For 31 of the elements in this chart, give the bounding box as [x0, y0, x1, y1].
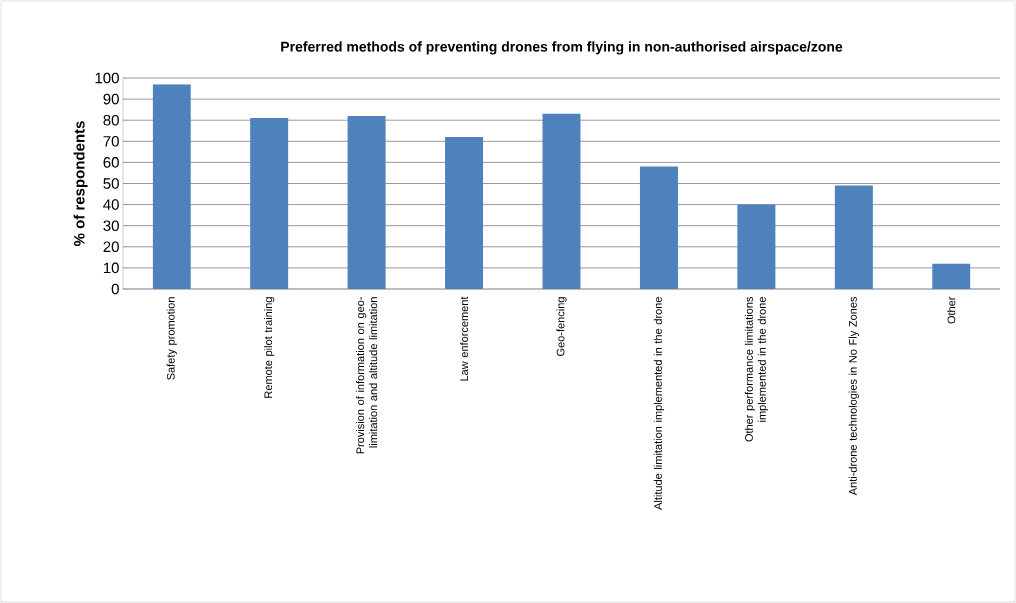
- y-tick-label: 0: [111, 283, 119, 295]
- x-tick-label: Anti-drone technologies in No Fly Zones: [848, 296, 859, 496]
- x-tick-label: Geo-fencing: [556, 297, 567, 356]
- x-tick-label: Other: [947, 296, 956, 324]
- bar: [932, 263, 971, 289]
- y-tick-label: 50: [103, 178, 119, 189]
- bar: [639, 166, 678, 289]
- x-tick-label: Law enforcement: [460, 296, 469, 381]
- x-tick-label: Altitude limitation implemented in the drone: [653, 297, 665, 510]
- x-tick-label: Safety promotion: [166, 297, 177, 380]
- bar: [152, 84, 191, 289]
- y-tick-label: 30: [103, 220, 119, 232]
- bar: [737, 204, 776, 289]
- x-tick-label: Provision of information on geo-limitation and altitude limitation: [356, 297, 378, 454]
- y-tick-label: 60: [103, 157, 119, 168]
- y-axis-title: % of respondents: [73, 121, 88, 247]
- bar: [347, 115, 386, 289]
- bar: [542, 113, 581, 289]
- y-tick-label: 20: [103, 241, 119, 253]
- x-tick-label: Remote pilot training: [264, 297, 275, 398]
- bar: [250, 118, 289, 289]
- bar: [445, 137, 484, 289]
- y-tick-label: 80: [103, 114, 119, 126]
- y-tick-label: 40: [103, 199, 119, 210]
- y-tick-label: 100: [95, 72, 119, 84]
- x-tick-label: Other performance limitations implemented in the drone: [744, 296, 769, 442]
- y-tick-label: 90: [103, 93, 119, 105]
- bar: [834, 185, 873, 289]
- y-tick-label: 70: [103, 135, 119, 147]
- chart-title: Preferred methods of preventing drones from flying in non-authorised airspace/zone: [281, 41, 843, 55]
- y-tick-label: 10: [103, 262, 119, 274]
